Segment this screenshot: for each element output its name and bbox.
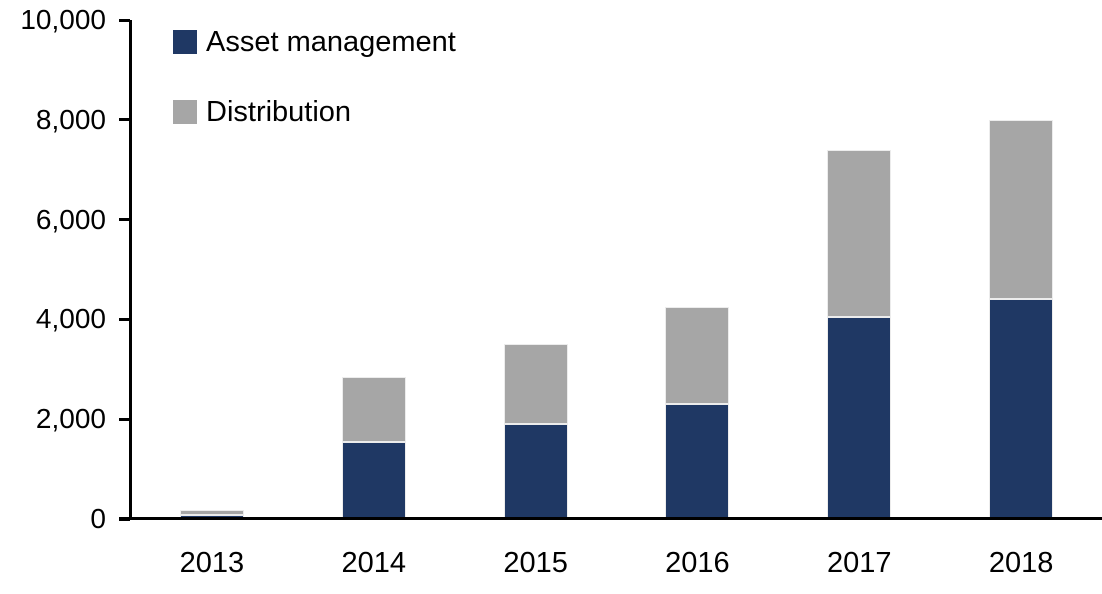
y-tick-label: 0: [90, 503, 106, 534]
bar-segment-asset-management-2017: [827, 316, 892, 519]
x-tick-label: 2017: [826, 547, 892, 579]
legend-label-distribution: Distribution: [206, 96, 352, 128]
x-tick-label: 2013: [179, 547, 245, 579]
y-tick-label: 8,000: [35, 103, 106, 135]
legend-label-asset-management: Asset management: [206, 26, 456, 58]
bar-segment-asset-management-2014: [341, 441, 406, 519]
y-axis-tick: [119, 317, 130, 321]
x-tick-label: 2018: [988, 547, 1054, 579]
y-axis-tick: [119, 18, 130, 22]
legend-item-asset-management: Asset management: [173, 26, 456, 58]
x-tick-label: 2016: [665, 547, 730, 579]
bar-segment-distribution-2013: [179, 510, 244, 515]
bar-segment-distribution-2015: [503, 344, 568, 425]
bar-segment-distribution-2016: [665, 306, 730, 405]
distribution-swatch-icon: [173, 100, 197, 124]
bar-segment-asset-management-2016: [665, 404, 730, 519]
y-axis-tick: [119, 417, 130, 421]
bar-segment-distribution-2018: [989, 119, 1054, 300]
legend: Asset management Distribution: [173, 26, 456, 128]
bar-segment-distribution-2017: [827, 149, 892, 317]
y-tick-label: 6,000: [35, 203, 106, 235]
y-axis-line: [129, 20, 132, 519]
y-tick-label: 4,000: [35, 303, 106, 335]
legend-item-distribution: Distribution: [173, 96, 456, 128]
y-axis-tick: [119, 118, 130, 122]
y-tick-label: 2,000: [35, 403, 106, 435]
asset-management-swatch-icon: [173, 30, 197, 54]
y-tick-label: 10,000: [20, 4, 106, 35]
bar-segment-distribution-2014: [341, 376, 406, 442]
y-axis-tick: [119, 218, 130, 222]
x-tick-label: 2015: [503, 547, 568, 579]
bar-segment-asset-management-2015: [503, 424, 568, 519]
x-axis-line: [119, 517, 1102, 520]
x-tick-label: 2014: [341, 547, 406, 579]
bar-segment-asset-management-2018: [989, 299, 1054, 519]
